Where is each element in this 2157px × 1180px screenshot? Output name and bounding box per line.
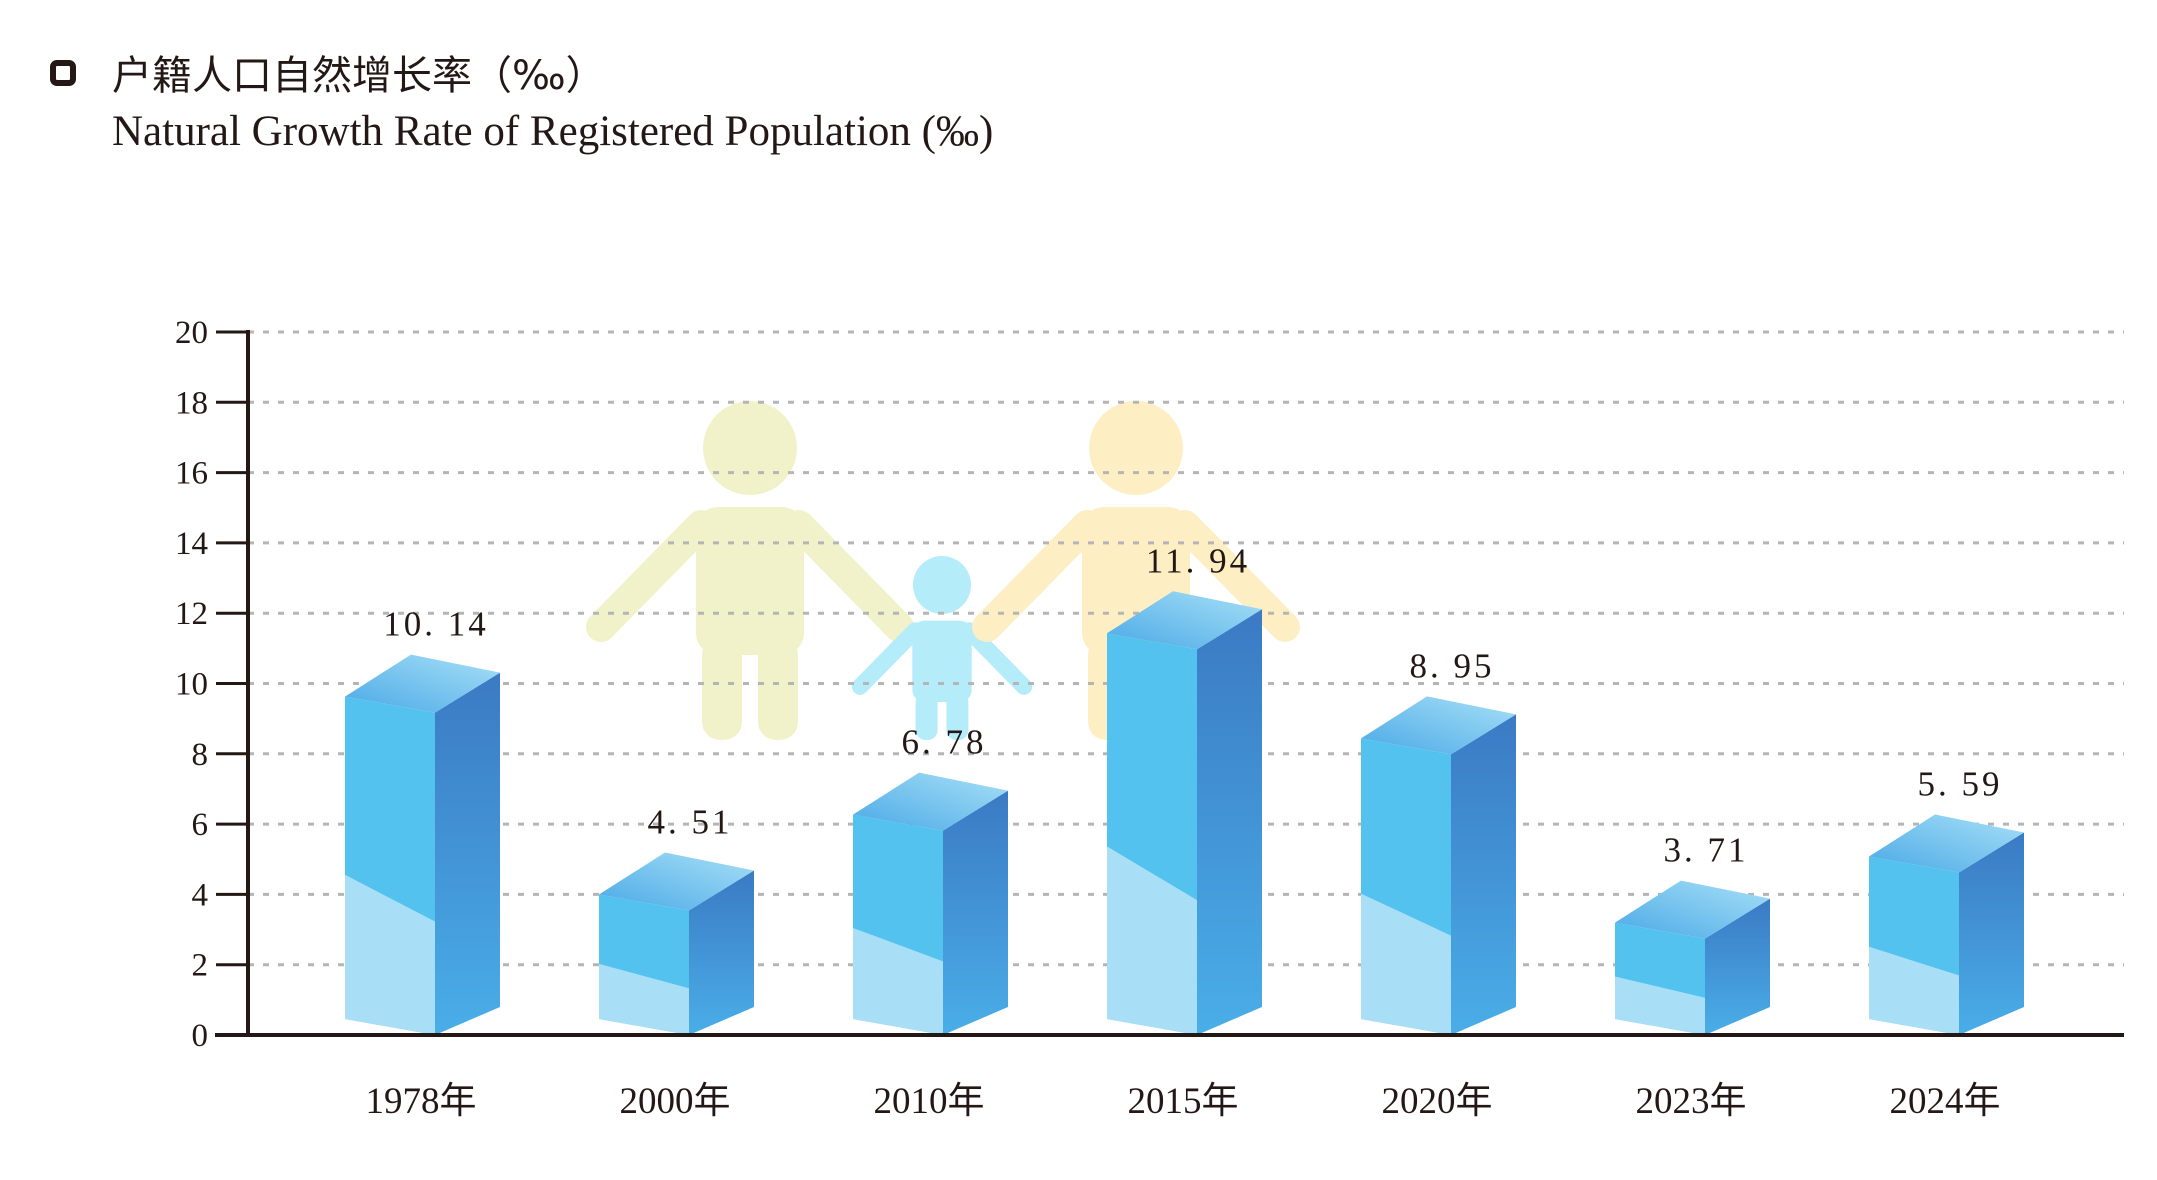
data-label: 10. 14 (383, 605, 489, 644)
y-tick-label: 14 (175, 526, 208, 562)
bar-front-light (345, 874, 435, 1035)
data-label: 4. 51 (648, 802, 733, 841)
figure-leg (702, 637, 742, 740)
y-tick-label: 10 (175, 667, 208, 703)
y-tick-label: 0 (192, 1018, 209, 1054)
figure-arm (851, 622, 924, 695)
data-label: 11. 94 (1146, 541, 1250, 580)
bar-side (1705, 898, 1770, 1035)
x-tick-label: 2023年 (1636, 1080, 1747, 1122)
bar (1869, 814, 2024, 1035)
y-tick-label: 4 (192, 877, 209, 913)
y-tick-label: 2 (192, 948, 209, 984)
figure-leg (915, 692, 938, 740)
bar (1615, 880, 1770, 1035)
y-tick-label: 16 (175, 456, 208, 492)
bar-front-light (1869, 946, 1959, 1035)
bar (1361, 696, 1516, 1035)
figure-leg (946, 692, 969, 740)
bars (345, 591, 2024, 1035)
square-bullet-icon (50, 60, 76, 86)
bar-side (1451, 714, 1516, 1035)
data-label: 8. 95 (1410, 646, 1495, 685)
bar-top (599, 852, 754, 911)
axes (215, 330, 2124, 1037)
bar-top (1869, 814, 2024, 873)
bar-side (943, 790, 1008, 1035)
bar-side (1197, 609, 1262, 1035)
x-tick-label: 2010年 (874, 1080, 985, 1122)
y-tick-label: 12 (175, 596, 208, 632)
x-tick-label: 2000年 (620, 1080, 731, 1122)
y-tick-label: 6 (192, 807, 209, 843)
bar-top (1107, 591, 1262, 650)
bar-front-light (1615, 976, 1705, 1035)
bar-front-light (1361, 893, 1451, 1035)
figure-head (1089, 401, 1183, 495)
bar-top (1615, 880, 1770, 939)
figure-body (912, 620, 972, 702)
y-tick-label: 20 (175, 315, 208, 351)
y-tick-label: 18 (175, 385, 208, 421)
x-tick-label: 2024年 (1890, 1080, 2001, 1122)
bar (853, 772, 1008, 1035)
data-label: 3. 71 (1664, 831, 1749, 870)
child-figure-icon (851, 556, 1033, 740)
x-tick-label: 2020年 (1382, 1080, 1493, 1122)
bar-top (345, 654, 500, 713)
x-tick-label: 1978年 (366, 1080, 477, 1122)
chart-title-cn: 户籍人口自然增长率（‰） (112, 53, 606, 99)
figure-arm (972, 510, 1102, 642)
chart-title-en: Natural Growth Rate of Registered Popula… (112, 108, 994, 155)
figure-arm (960, 622, 1033, 695)
bar (345, 654, 500, 1035)
bar-side (1959, 832, 2024, 1035)
figure-head (913, 556, 971, 614)
figure-arm (1170, 510, 1300, 642)
y-tick-label: 8 (192, 737, 209, 773)
bar-front-light (853, 927, 943, 1035)
data-label: 5. 59 (1918, 765, 2003, 804)
x-tick-label: 2015年 (1128, 1080, 1239, 1122)
bar-top (1361, 696, 1516, 755)
figure-arm (784, 510, 914, 642)
bar (1107, 591, 1262, 1035)
bar-front-light (599, 963, 689, 1035)
bar-side (689, 870, 754, 1035)
data-label: 6. 78 (902, 723, 987, 762)
bar-front-light (1107, 846, 1197, 1035)
bar-top (853, 772, 1008, 831)
figure-head (703, 401, 797, 495)
bar-side (435, 672, 500, 1035)
gridlines (248, 330, 2124, 967)
bar (599, 852, 754, 1035)
figure-leg (758, 637, 798, 740)
labels: 0 2 4 6 8 10 12 14 16 18 20 10. 14 1978年 4. 51 2000年 6.… (175, 315, 2003, 1122)
